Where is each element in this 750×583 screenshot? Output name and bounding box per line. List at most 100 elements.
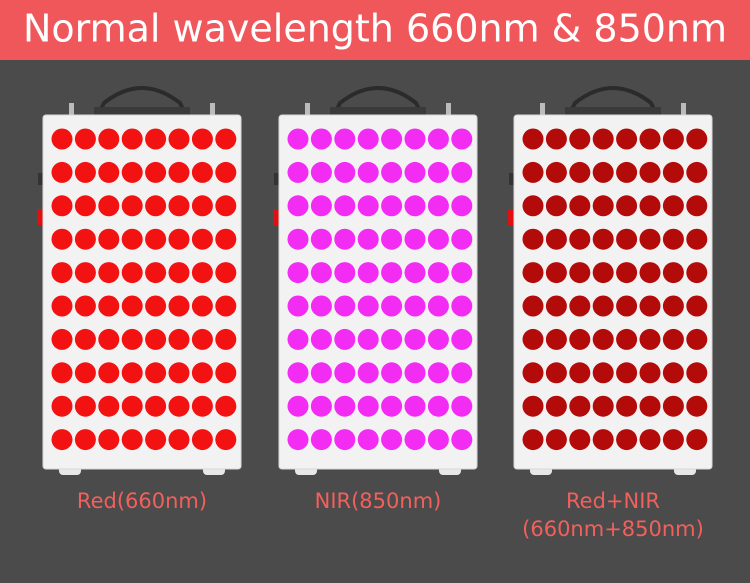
led [616,128,638,150]
led [381,395,403,417]
led [404,429,426,451]
led [215,362,237,384]
led [121,161,143,183]
led [74,262,96,284]
led [592,362,614,384]
side-port [274,173,279,185]
led [639,195,661,217]
led [592,295,614,317]
led [639,395,661,417]
led [51,328,73,350]
led [662,228,684,250]
post [446,103,451,115]
led [662,429,684,451]
led [427,128,449,150]
led [545,429,567,451]
led [686,328,708,350]
led [427,161,449,183]
led [287,362,309,384]
led [381,295,403,317]
led [427,228,449,250]
led [662,328,684,350]
led [310,128,332,150]
handle [96,86,188,116]
led [98,362,120,384]
led [404,128,426,150]
led [569,395,591,417]
led [522,195,544,217]
led [334,262,356,284]
led [569,128,591,150]
led [381,362,403,384]
led [191,161,213,183]
led [381,429,403,451]
led [686,429,708,451]
led [451,429,473,451]
led [427,429,449,451]
led [287,128,309,150]
led [639,429,661,451]
bracket [330,107,426,115]
led [451,295,473,317]
led [522,362,544,384]
led [616,262,638,284]
led [569,262,591,284]
led [451,362,473,384]
led [662,161,684,183]
led [404,362,426,384]
led [310,195,332,217]
led [287,262,309,284]
led [427,362,449,384]
bracket [565,107,661,115]
led [592,161,614,183]
led [74,195,96,217]
led [357,228,379,250]
led [334,328,356,350]
led [522,128,544,150]
led [451,395,473,417]
led [569,161,591,183]
led [592,228,614,250]
led [569,362,591,384]
led [404,228,426,250]
led [569,429,591,451]
led [451,228,473,250]
handle [567,86,659,116]
led [357,195,379,217]
led [592,128,614,150]
led [545,262,567,284]
post [69,103,74,115]
led [287,395,309,417]
led [51,295,73,317]
led [334,295,356,317]
led [427,262,449,284]
bracket [94,107,190,115]
led [191,262,213,284]
led [451,262,473,284]
led [215,429,237,451]
led [98,262,120,284]
led [51,262,73,284]
led [427,195,449,217]
led [357,395,379,417]
led [427,295,449,317]
led [404,295,426,317]
led [522,295,544,317]
led [98,128,120,150]
led [451,161,473,183]
led [215,328,237,350]
side-switch [508,209,514,225]
led [639,362,661,384]
led [191,195,213,217]
led [639,328,661,350]
led [522,262,544,284]
led [168,362,190,384]
led [215,262,237,284]
led [98,429,120,451]
led [545,328,567,350]
led [145,228,167,250]
led [357,262,379,284]
led [334,362,356,384]
